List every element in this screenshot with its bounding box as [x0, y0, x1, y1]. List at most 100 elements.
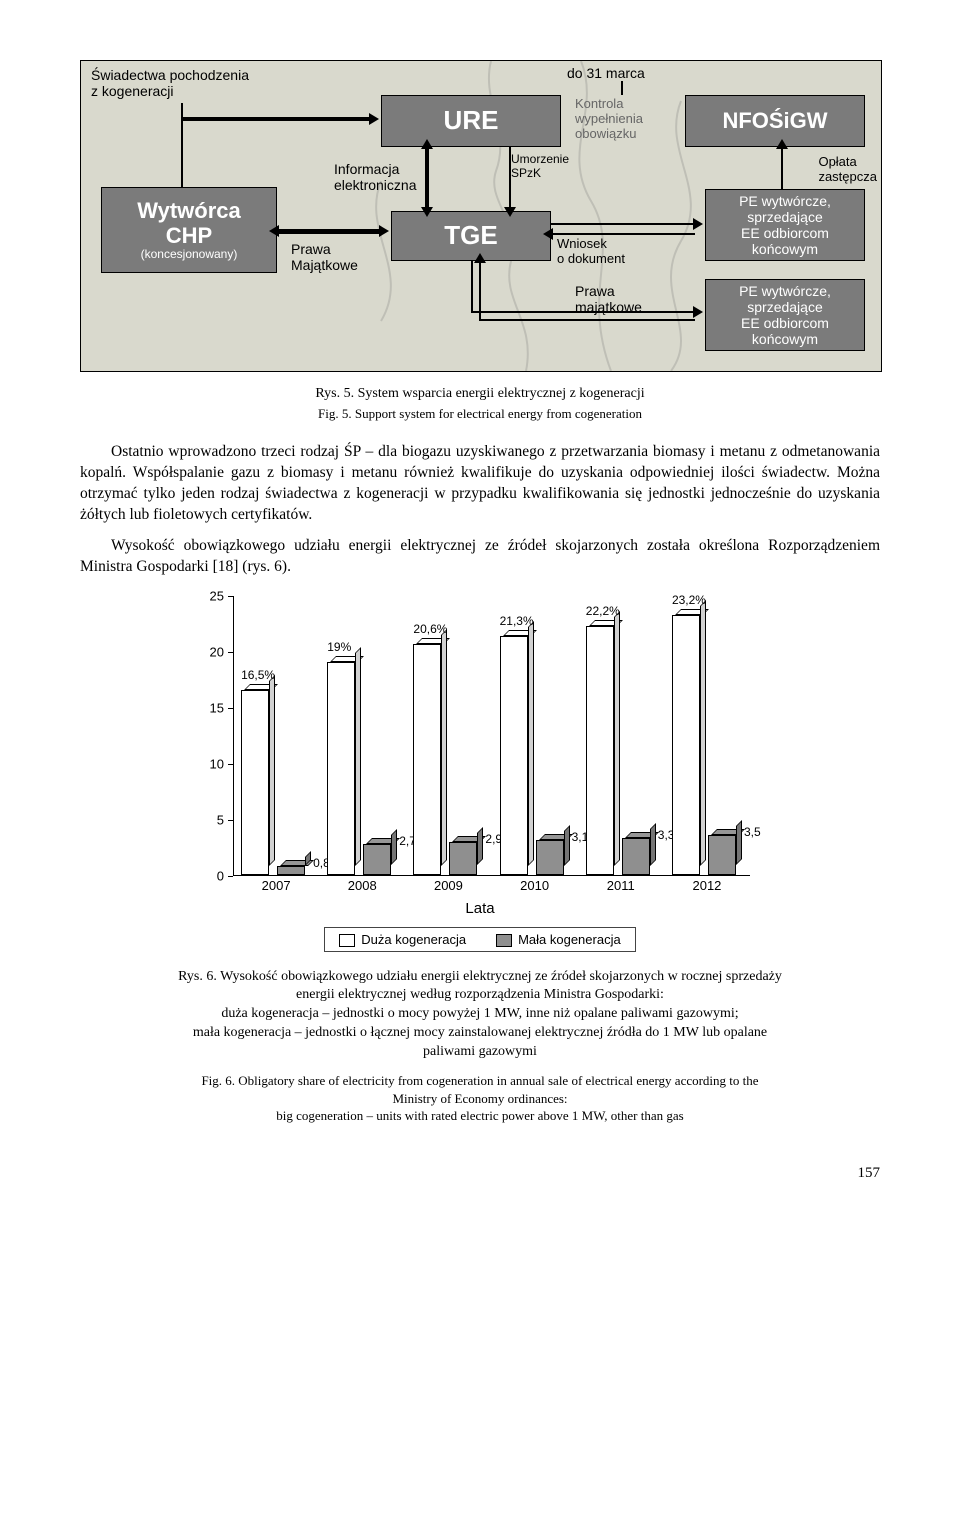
- bar-group: 20,6%2,9: [405, 596, 491, 875]
- caption-line: Fig. 6. Obligatory share of electricity …: [201, 1073, 758, 1088]
- arrow: [781, 147, 783, 189]
- paragraph-2: Wysokość obowiązkowego udziału energii e…: [80, 536, 880, 578]
- caption-line: duża kogeneracja – jednostki o mocy powy…: [221, 1006, 738, 1021]
- label-informacja: Informacja elektroniczna: [334, 161, 417, 193]
- fig5-caption: Fig. 5. Support system for electrical en…: [80, 406, 880, 422]
- label-wniosek: Wniosek o dokument: [557, 237, 625, 267]
- x-tick-label: 2010: [492, 878, 578, 896]
- bars-area: 16,5%0,819%2,720,6%2,921,3%3,122,2%3,323…: [233, 596, 750, 875]
- bar: 3,5: [708, 829, 742, 874]
- legend-item: Duża kogeneracja: [339, 932, 466, 947]
- bar: 2,9: [449, 836, 483, 874]
- y-tick-mark: [228, 652, 233, 653]
- bar-value-label: 16,5%: [241, 668, 275, 682]
- y-tick-mark: [228, 596, 233, 597]
- caption-line: energii elektrycznej według rozporządzen…: [296, 987, 664, 1002]
- bar: 20,6%: [413, 638, 447, 875]
- arrow: [425, 147, 429, 211]
- y-tick-mark: [228, 876, 233, 877]
- y-tick-label: 15: [200, 700, 224, 715]
- x-tick-label: 2007: [233, 878, 319, 896]
- bar: 21,3%: [500, 630, 534, 875]
- bar: 2,7: [363, 838, 397, 874]
- x-tick-label: 2011: [578, 878, 664, 896]
- paragraph-1: Ostatnio wprowadzono trzeci rodzaj ŚP – …: [80, 442, 880, 526]
- legend-label: Mała kogeneracja: [518, 932, 621, 947]
- label-prawa: Prawa Majątkowe: [291, 241, 358, 273]
- y-tick-mark: [228, 820, 233, 821]
- arrow: [181, 117, 371, 121]
- box-pe1: PE wytwórcze, sprzedające EE odbiorcom k…: [705, 189, 865, 261]
- y-tick-mark: [228, 764, 233, 765]
- page-number: 157: [80, 1165, 880, 1182]
- arrow: [509, 147, 511, 211]
- arrow-head-icon: [369, 113, 379, 125]
- bar-group: 19% 2,7: [319, 596, 405, 875]
- legend-swatch: [496, 934, 512, 947]
- x-tick-label: 2009: [405, 878, 491, 896]
- arrow-head-icon: [776, 139, 788, 149]
- arrow: [277, 229, 381, 234]
- diagram-figure: Świadectwa pochodzenia z kogeneracji do …: [80, 60, 882, 372]
- y-tick-label: 25: [200, 588, 224, 603]
- bar-group: 21,3%3,1: [492, 596, 578, 875]
- arrow-head-icon: [269, 225, 279, 237]
- bar-value-label: 20,6%: [413, 622, 447, 636]
- box-pe2: PE wytwórcze, sprzedające EE odbiorcom k…: [705, 279, 865, 351]
- arrow-head-icon: [504, 207, 516, 217]
- arrow-head-icon: [421, 139, 433, 149]
- chart-legend: Duża kogeneracja Mała kogeneracja: [324, 927, 635, 952]
- x-tick-label: 2008: [319, 878, 405, 896]
- bar-value-label: 22,2%: [586, 604, 620, 618]
- arrow: [479, 319, 695, 321]
- box-nfosigw: NFOŚiGW: [685, 95, 865, 147]
- bar-value-label: 23,2%: [672, 593, 706, 607]
- bar-chart: 16,5%0,819%2,720,6%2,921,3%3,122,2%3,323…: [200, 596, 760, 952]
- bar: 16,5%: [241, 684, 275, 875]
- label-do31: do 31 marca: [567, 65, 645, 81]
- arrow: [479, 261, 481, 321]
- box-wytworca: Wytwórca CHP (koncesjonowany): [101, 187, 277, 273]
- fig6-caption: Fig. 6. Obligatory share of electricity …: [80, 1072, 880, 1125]
- arrow-head-icon: [616, 91, 628, 101]
- caption-line: Ministry of Economy ordinances:: [392, 1091, 567, 1106]
- arrow-head-icon: [474, 253, 486, 263]
- box-wytworca-line2: CHP: [166, 223, 212, 248]
- legend-label: Duża kogeneracja: [361, 932, 466, 947]
- caption-line: big cogeneration – units with rated elec…: [276, 1108, 683, 1123]
- arrow-head-icon: [379, 225, 389, 237]
- caption-line: Rys. 6. Wysokość obowiązkowego udziału e…: [178, 969, 782, 984]
- y-tick-label: 20: [200, 644, 224, 659]
- legend-swatch: [339, 934, 355, 947]
- box-wytworca-sub: (koncesjonowany): [141, 248, 238, 262]
- y-tick-label: 5: [200, 812, 224, 827]
- y-tick-label: 10: [200, 756, 224, 771]
- y-tick-label: 0: [200, 868, 224, 883]
- bar: 23,2%: [672, 609, 706, 875]
- bar-value-label: 3,5: [744, 825, 761, 839]
- label-oplata: Opłata zastępcza: [818, 155, 877, 185]
- box-wytworca-line1: Wytwórca: [137, 198, 241, 223]
- bar: 3,3: [622, 832, 656, 875]
- caption-line: paliwami gazowymi: [423, 1044, 537, 1059]
- arrow-head-icon: [693, 306, 703, 318]
- x-tick-label: 2012: [664, 878, 750, 896]
- bar: 0,8: [277, 860, 311, 875]
- rys6-caption: Rys. 6. Wysokość obowiązkowego udziału e…: [80, 968, 880, 1062]
- arrow: [551, 233, 695, 235]
- label-kontrola: Kontrola wypełnienia obowiązku: [575, 97, 643, 142]
- x-axis: [233, 875, 750, 876]
- bar-group: 16,5%0,8: [233, 596, 319, 875]
- arrow: [181, 103, 183, 187]
- arrow-head-icon: [543, 228, 553, 240]
- bar-value-label: 19%: [327, 640, 351, 654]
- label-swiadectwa: Świadectwa pochodzenia z kogeneracji: [91, 67, 249, 99]
- legend-item: Mała kogeneracja: [496, 932, 621, 947]
- bar: 3,1: [536, 834, 570, 875]
- caption-line: mała kogeneracja – jednostki o łącznej m…: [193, 1025, 767, 1040]
- box-tge: TGE: [391, 211, 551, 261]
- rys5-caption: Rys. 5. System wsparcia energii elektryc…: [80, 386, 880, 402]
- bar-group: 23,2%3,5: [664, 596, 750, 875]
- page: Świadectwa pochodzenia z kogeneracji do …: [0, 0, 960, 1222]
- label-umorzenie: Umorzenie SPzK: [511, 153, 569, 181]
